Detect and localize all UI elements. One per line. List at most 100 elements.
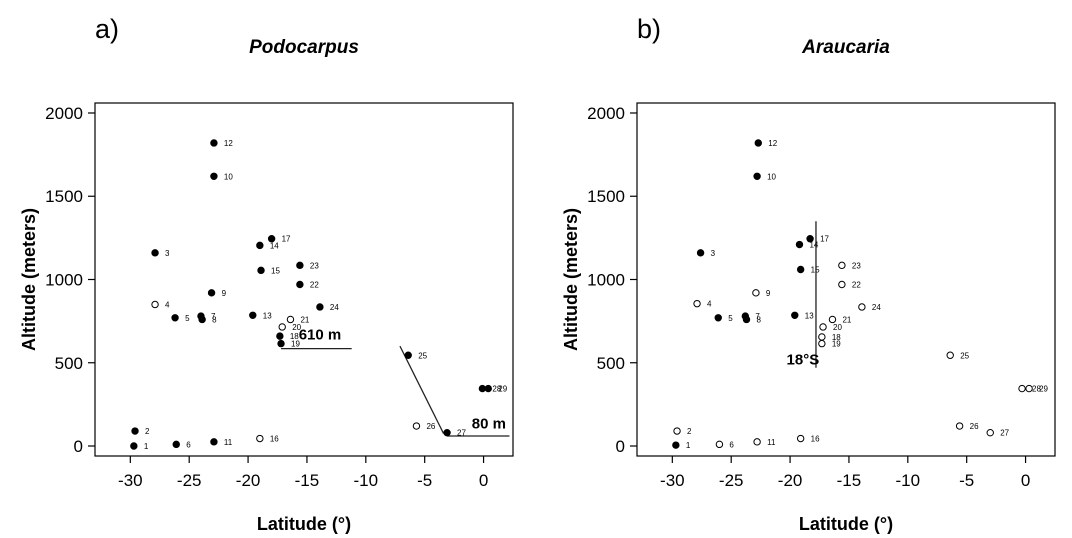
point-label-a-5: 5 [185, 314, 190, 323]
x-axis-label-b: Latitude (°) [799, 514, 893, 534]
point-label-a-15: 15 [271, 266, 280, 275]
point-label-b-3: 3 [711, 249, 716, 258]
data-point-a-14 [256, 241, 264, 250]
point-label-a-7: 7 [211, 312, 216, 321]
point-label-b-17: 17 [820, 235, 829, 244]
data-point-b-27 [986, 428, 994, 437]
point-label-a-29: 29 [498, 385, 507, 394]
data-point-a-13 [249, 311, 257, 319]
y-axis-label-b: Altitude (meters) [561, 208, 581, 351]
data-point-a-5 [171, 314, 179, 322]
point-label-b-22: 22 [852, 280, 861, 289]
data-point-a-9 [207, 289, 216, 297]
point-label-b-23: 23 [852, 261, 861, 270]
point-label-b-14: 14 [809, 241, 818, 250]
x-tick-label-a: -15 [295, 471, 320, 490]
y-tick-label-b: 2000 [587, 104, 625, 123]
data-point-a-11 [210, 438, 218, 446]
data-point-b-25 [946, 351, 954, 359]
x-tick-label-a: 0 [479, 471, 488, 490]
x-tick-label-b: -15 [837, 471, 862, 490]
x-tick-label-b: -25 [719, 471, 744, 490]
data-point-b-1 [672, 441, 680, 449]
point-label-b-19: 19 [832, 340, 841, 349]
panel-a-podocarpus: a) Podocarpus Latitude (°) Altitude (met… [19, 14, 514, 534]
data-point-b-28 [1018, 384, 1026, 393]
y-tick-label-a: 500 [55, 354, 83, 373]
annotation-a-1: 80 m [472, 416, 506, 433]
data-point-a-23 [296, 261, 304, 270]
x-tick-label-b: -30 [660, 471, 685, 490]
point-label-b-2: 2 [687, 427, 692, 436]
data-point-a-16 [256, 434, 264, 443]
data-point-a-19 [277, 339, 285, 348]
point-label-a-10: 10 [224, 172, 233, 181]
data-point-a-3 [151, 249, 159, 257]
data-point-b-2 [673, 427, 681, 435]
point-label-a-17: 17 [282, 235, 291, 244]
data-point-a-29 [484, 384, 492, 393]
point-label-a-24: 24 [330, 303, 339, 312]
data-point-b-19 [818, 339, 826, 348]
point-label-a-12: 12 [224, 139, 233, 148]
point-label-b-1: 1 [686, 441, 691, 450]
point-label-b-15: 15 [811, 266, 820, 275]
data-point-b-18 [818, 333, 826, 341]
point-label-b-27: 27 [1000, 429, 1009, 438]
x-tick-label-b: -5 [959, 471, 974, 490]
data-point-a-2 [131, 427, 139, 435]
data-point-b-17 [806, 235, 814, 243]
data-point-a-22 [296, 280, 304, 289]
data-point-a-26 [412, 422, 421, 430]
data-point-a-12 [210, 139, 218, 147]
data-points-b: 1234567891011121314151617181920212223242… [672, 139, 1049, 450]
point-label-b-11: 11 [767, 438, 776, 447]
chart-title-a: Podocarpus [249, 37, 359, 58]
point-label-a-23: 23 [310, 261, 319, 270]
point-label-b-24: 24 [872, 303, 881, 312]
data-point-a-20 [278, 323, 286, 331]
data-points-a: 1234567891011121314151617181920212223242… [130, 139, 508, 451]
y-tick-label-a: 0 [74, 437, 83, 456]
data-point-a-4 [151, 300, 159, 309]
point-label-a-14: 14 [270, 241, 279, 250]
point-label-a-13: 13 [263, 311, 272, 320]
plot-frame-b [636, 102, 1056, 457]
annotations-a: 610 m 80 m [299, 326, 506, 432]
y-tick-label-a: 2000 [45, 104, 83, 123]
threshold-line-a [399, 345, 445, 434]
data-point-a-8 [198, 315, 206, 324]
point-label-a-1: 1 [144, 442, 149, 451]
point-label-a-22: 22 [310, 280, 319, 289]
data-point-a-24 [316, 303, 324, 311]
axes-a: -30 -25 -20 -15 -10 -5 0 0 500 1000 1500 2000 [45, 104, 488, 490]
point-label-b-16: 16 [811, 435, 820, 444]
data-point-b-5 [714, 314, 722, 322]
point-label-b-29: 29 [1039, 385, 1048, 394]
point-label-b-25: 25 [960, 351, 969, 360]
point-label-b-20: 20 [833, 323, 842, 332]
data-point-b-8 [742, 315, 751, 324]
point-label-b-21: 21 [842, 315, 851, 324]
x-tick-label-a: -20 [236, 471, 261, 490]
point-label-b-5: 5 [728, 314, 733, 323]
x-tick-label-b: 0 [1021, 471, 1030, 490]
point-label-b-9: 9 [766, 289, 771, 298]
data-point-b-12 [754, 139, 762, 147]
y-tick-label-a: 1500 [45, 187, 83, 206]
y-tick-label-b: 1500 [587, 187, 625, 206]
point-label-b-28: 28 [1032, 385, 1041, 394]
x-tick-label-a: -5 [417, 471, 432, 490]
data-point-a-27 [443, 428, 451, 437]
x-tick-label-b: -10 [896, 471, 921, 490]
x-tick-label-b: -20 [778, 471, 803, 490]
point-label-a-16: 16 [270, 435, 279, 444]
axes-b: -30 -25 -20 -15 -10 -5 0 0 500 1000 1500 2000 [587, 104, 1030, 490]
data-point-a-6 [172, 440, 180, 449]
data-point-b-3 [696, 249, 705, 257]
point-label-b-6: 6 [729, 440, 734, 449]
point-label-b-8: 8 [757, 315, 762, 324]
point-label-a-4: 4 [165, 300, 170, 309]
annotations-b: 18°S [787, 351, 820, 368]
y-tick-label-b: 0 [616, 437, 625, 456]
